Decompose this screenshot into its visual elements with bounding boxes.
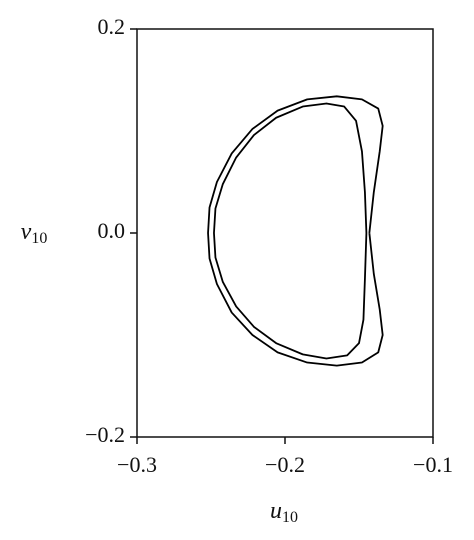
y-axis-label: v10 xyxy=(21,219,48,247)
y-tick-label: 0.0 xyxy=(98,218,126,243)
x-axis-label: u10 xyxy=(270,498,298,526)
y-tick-label: 0.2 xyxy=(98,14,126,39)
plot-frame xyxy=(136,28,434,438)
y-axis-symbol: v xyxy=(21,219,32,245)
x-axis-symbol: u xyxy=(270,498,282,524)
y-tick-label: −0.2 xyxy=(85,422,125,447)
x-axis-subscript: 10 xyxy=(282,509,298,526)
x-tick-label: −0.2 xyxy=(265,452,305,477)
x-tick-label: −0.3 xyxy=(117,452,157,477)
curve xyxy=(207,95,384,367)
curve xyxy=(213,102,368,360)
x-tick-label: −0.1 xyxy=(413,452,453,477)
y-axis-subscript: 10 xyxy=(31,230,47,247)
